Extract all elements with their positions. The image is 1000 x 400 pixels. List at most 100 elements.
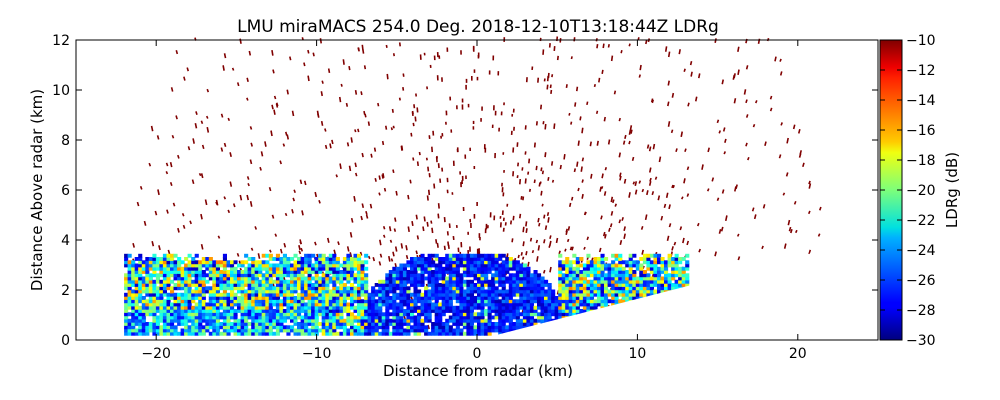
echo-cell [441, 276, 446, 281]
echo-cell [625, 273, 630, 278]
echo-cell [275, 309, 280, 313]
echo-cell [639, 286, 644, 291]
colorbar-tick-label: −10 [906, 33, 936, 49]
echo-cell [261, 279, 266, 284]
echo-cell [353, 328, 358, 333]
echo-cell [589, 292, 594, 297]
noise-mark [608, 227, 611, 232]
echo-cell [593, 276, 598, 281]
noise-mark [200, 213, 203, 220]
echo-cell [505, 289, 510, 294]
echo-cell [653, 283, 658, 287]
echo-cell [674, 260, 679, 265]
echo-cell [600, 292, 605, 297]
echo-cell [526, 283, 531, 287]
echo-cell [328, 279, 333, 284]
echo-cell [127, 266, 132, 271]
echo-cell [498, 289, 503, 294]
echo-cell [251, 312, 256, 317]
chart-title: LMU miraMACS 254.0 Deg. 2018-12-10T13:18… [237, 17, 719, 37]
echo-cell [251, 318, 256, 323]
echo-cell [544, 296, 549, 300]
echo-cell [477, 260, 482, 265]
echo-cell [332, 328, 337, 333]
echo-cell [565, 289, 570, 294]
noise-mark [543, 214, 546, 219]
echo-cell [452, 331, 457, 336]
echo-cell [194, 270, 199, 274]
echo-cell [187, 266, 192, 271]
echo-cell [198, 279, 203, 284]
echo-cell [177, 276, 182, 281]
echo-cell [233, 283, 238, 287]
echo-cell [494, 325, 499, 330]
echo-cell [282, 273, 287, 278]
echo-cell [335, 276, 340, 281]
echo-cell [378, 283, 383, 287]
echo-cell [632, 253, 637, 258]
echo-cell [124, 296, 129, 300]
echo-cell [300, 260, 305, 265]
echo-cell [618, 292, 623, 297]
echo-cell [233, 325, 238, 330]
echo-cell [293, 279, 298, 284]
echo-cell [392, 305, 397, 310]
echo-cell [170, 315, 175, 320]
echo-cell [519, 273, 524, 278]
echo-cell [385, 328, 390, 333]
echo-cell [561, 299, 566, 304]
echo-cell [364, 325, 369, 330]
echo-cell [413, 318, 418, 323]
echo-cell [519, 312, 524, 317]
echo-cell [141, 302, 146, 307]
echo-cell [177, 305, 182, 310]
echo-cell [226, 279, 231, 284]
echo-cell [194, 276, 199, 281]
noise-mark [394, 246, 398, 252]
echo-cell [166, 322, 171, 326]
echo-cell [378, 312, 383, 317]
echo-cell [272, 292, 277, 297]
echo-cell [600, 273, 605, 278]
echo-cell [177, 266, 182, 271]
echo-cell [547, 305, 552, 310]
echo-cell [547, 286, 552, 291]
echo-cell [427, 309, 432, 313]
echo-cell [170, 318, 175, 323]
echo-cell [251, 305, 256, 310]
echo-cell [515, 289, 520, 294]
echo-cell [642, 286, 647, 291]
echo-cell [477, 331, 482, 336]
echo-cell [586, 299, 591, 304]
echo-cell [388, 299, 393, 304]
echo-cell [258, 266, 263, 271]
echo-cell [628, 253, 633, 258]
echo-cell [427, 283, 432, 287]
echo-cell [427, 318, 432, 323]
echo-cell [420, 283, 425, 287]
echo-cell [611, 279, 616, 284]
echo-cell [357, 322, 362, 326]
echo-cell [240, 318, 245, 323]
noise-mark [543, 239, 546, 244]
echo-cell [367, 312, 372, 317]
echo-cell [360, 318, 365, 323]
noise-mark [327, 68, 331, 74]
echo-cell [505, 312, 510, 317]
noise-mark [679, 226, 683, 231]
echo-cell [300, 299, 305, 304]
echo-cell [268, 322, 273, 326]
echo-cell [632, 286, 637, 291]
echo-cell [466, 315, 471, 320]
echo-cell [194, 279, 199, 284]
echo-cell [431, 253, 436, 258]
echo-cell [141, 283, 146, 287]
echo-cell [230, 283, 235, 287]
echo-cell [434, 292, 439, 297]
echo-cell [579, 273, 584, 278]
echo-cell [134, 279, 139, 284]
noise-mark [227, 117, 231, 122]
echo-cell [561, 286, 566, 291]
echo-cell [254, 283, 259, 287]
echo-cell [318, 305, 323, 310]
